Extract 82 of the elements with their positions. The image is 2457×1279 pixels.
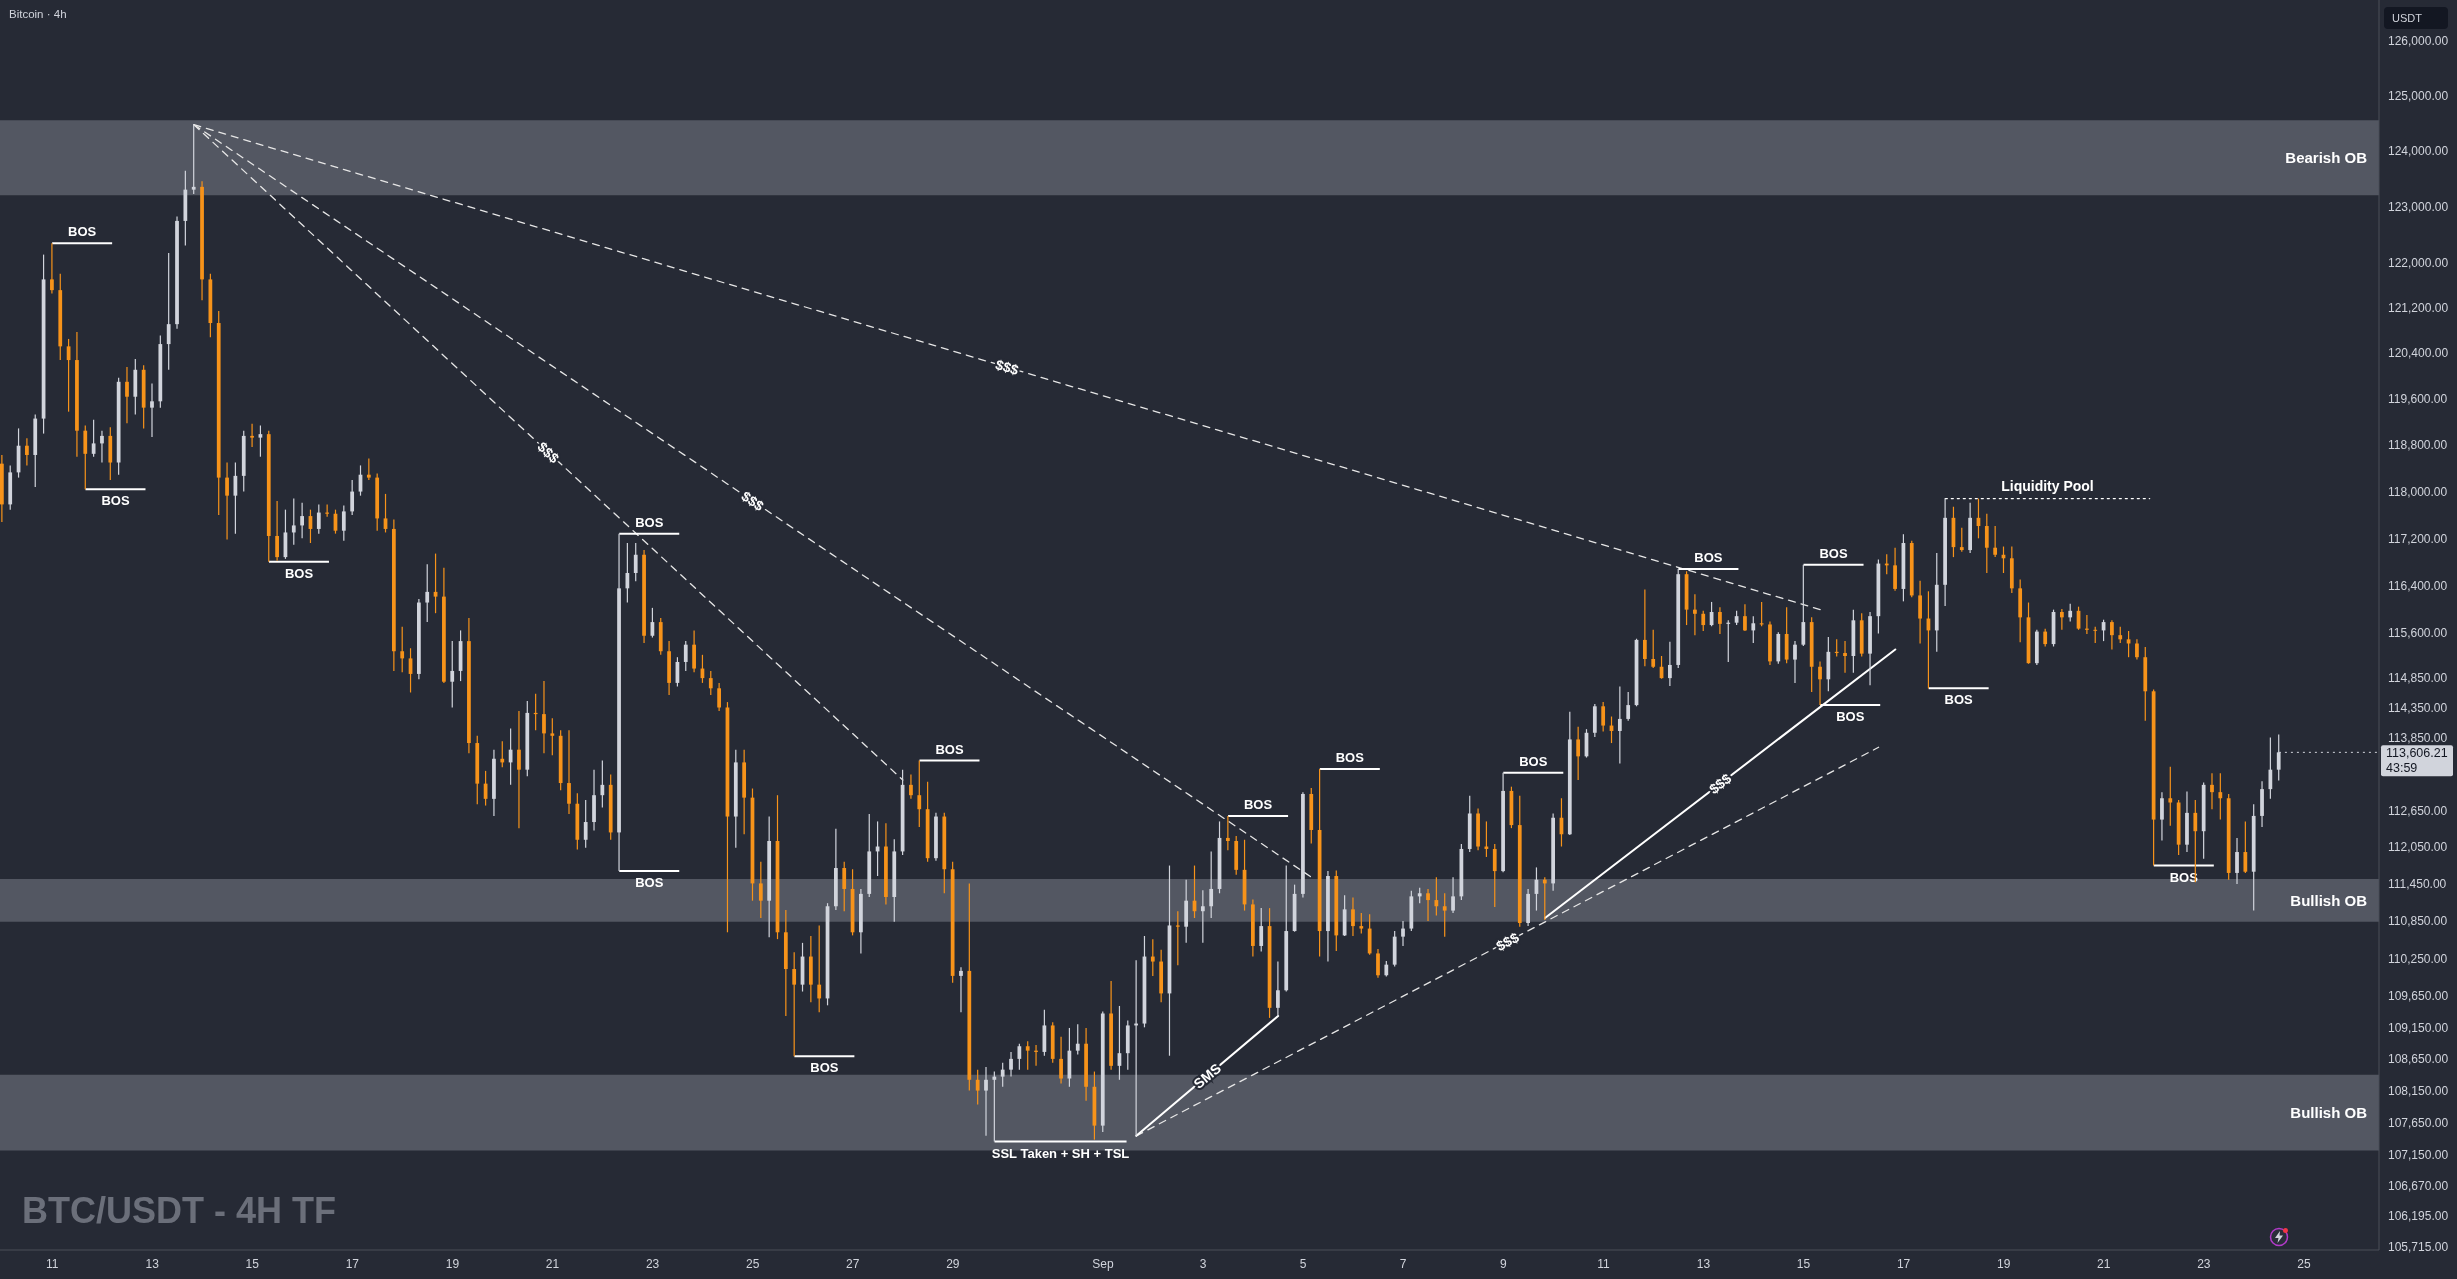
y-tick-label: 115,600.00 (2388, 626, 2448, 641)
x-tick-label: 27 (846, 1256, 860, 1271)
text: $$$ (993, 356, 1021, 379)
y-axis-title: USDT (2384, 7, 2448, 29)
series-label: Liquidity Pool (2001, 477, 2094, 494)
y-tick-label: 109,650.00 (2388, 989, 2449, 1004)
x-tick-label: 23 (2197, 1256, 2211, 1271)
x-tick-label: 19 (1997, 1256, 2011, 1271)
text: $$$ (738, 487, 768, 515)
text: Bitcoin · 4h (9, 8, 67, 20)
x-tick-label: 21 (545, 1256, 560, 1271)
annotation: BOS (68, 224, 97, 240)
x-tick-label: 7 (1399, 1256, 1407, 1271)
annotation: BOS (1819, 545, 1848, 561)
annotation: BOS (101, 493, 130, 509)
x-tick-label: 9 (1499, 1256, 1507, 1271)
annotation: BOS (1694, 549, 1723, 565)
annotation: SSL Taken + SH + TSL (991, 1145, 1130, 1161)
x-tick-label: 21 (2097, 1256, 2111, 1271)
y-tick-label: 120,400.00 (2388, 346, 2449, 361)
y-tick-label: 126,000.00 (2388, 34, 2449, 49)
y-tick-label: 106,670.00 (2388, 1178, 2449, 1193)
x-tick-label: 19 (445, 1256, 460, 1271)
x-tick-label: 3 (1199, 1256, 1207, 1271)
y-tick-label: 122,000.00 (2388, 255, 2449, 270)
annotation: BOS (1243, 796, 1273, 812)
ref-line-label: 113,606.21 (2386, 745, 2448, 760)
annotation: BOS (1335, 750, 1365, 766)
x-tick-label: 5 (1299, 1256, 1307, 1271)
x-tick-label: 23 (645, 1256, 660, 1271)
x-tick-label: 11 (45, 1256, 59, 1271)
x-tick-label: Sep (1092, 1256, 1114, 1271)
x-tick-label: 25 (746, 1256, 760, 1271)
y-tick-label: 123,000.00 (2388, 199, 2449, 214)
y-tick-label: 105,715.00 (2388, 1240, 2449, 1255)
y-tick-label: 116,400.00 (2388, 578, 2448, 593)
y-tick-label: 106,195.00 (2388, 1209, 2449, 1224)
x-tick-label: 15 (1796, 1256, 1811, 1271)
text: $$$ (534, 438, 563, 467)
y-tick-label: 121,200.00 (2388, 300, 2449, 315)
y-tick-label: 110,250.00 (2388, 951, 2448, 966)
band-label: Bullish OB (2290, 891, 2368, 909)
y-tick-label: 111,450.00 (2388, 877, 2447, 892)
text: 43:59 (2386, 761, 2418, 776)
annotation: BOS (1519, 753, 1548, 769)
x-tick-label: 17 (345, 1256, 360, 1271)
x-tick-label: 15 (245, 1256, 260, 1271)
annotation: BOS (635, 514, 664, 530)
annotation: BOS (635, 875, 664, 891)
y-tick-label: 108,650.00 (2388, 1052, 2449, 1067)
y-tick-label: 107,650.00 (2388, 1115, 2449, 1130)
y-tick-label: 112,650.00 (2388, 803, 2448, 818)
y-tick-label: 118,800.00 (2388, 438, 2448, 453)
y-tick-label: 118,000.00 (2388, 484, 2448, 499)
y-tick-label: 119,600.00 (2388, 392, 2448, 407)
annotation: BOS (1836, 709, 1865, 725)
annotation: BOS (284, 565, 314, 581)
annotation: BOS (810, 1060, 839, 1076)
annotation: BOS (935, 741, 964, 757)
band-label: Bullish OB (2290, 1103, 2368, 1121)
y-tick-label: 108,150.00 (2388, 1083, 2449, 1098)
x-tick-label: 25 (2297, 1256, 2311, 1271)
y-tick-label: 114,850.00 (2388, 670, 2448, 685)
text: BTC/USDT - 4H TF (22, 1190, 336, 1232)
y-tick-label: 125,000.00 (2388, 88, 2449, 103)
y-tick-label: 124,000.00 (2388, 144, 2449, 158)
y-tick-label: 107,150.00 (2388, 1147, 2449, 1162)
y-tick-label: 109,150.00 (2388, 1020, 2449, 1035)
text: $$$ (1706, 770, 1735, 798)
band-label: Bearish OB (2285, 149, 2368, 167)
annotation: BOS (1944, 692, 1974, 708)
y-tick-label: 114,350.00 (2388, 700, 2448, 715)
x-tick-label: 17 (1896, 1256, 1911, 1271)
y-tick-label: 110,850.00 (2388, 914, 2448, 929)
y-tick-label: 113,850.00 (2388, 730, 2448, 745)
y-tick-label: 112,050.00 (2388, 840, 2448, 855)
x-tick-label: 29 (946, 1256, 960, 1271)
y-tick-label: 117,200.00 (2388, 531, 2448, 546)
text: $$$ (1493, 928, 1522, 955)
x-tick-label: 13 (145, 1256, 160, 1271)
x-tick-label: 13 (1696, 1256, 1711, 1271)
x-tick-label: 11 (1597, 1256, 1610, 1271)
